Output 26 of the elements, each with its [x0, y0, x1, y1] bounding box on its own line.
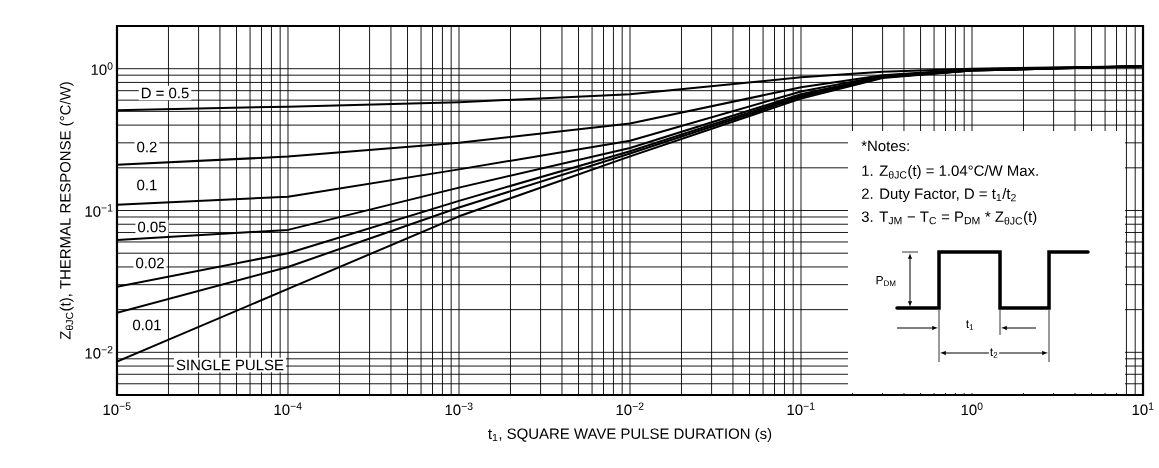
y-tick-label: 10$^{−1}$ [85, 204, 113, 217]
series-label: D = 0.5 [141, 87, 189, 99]
annotation: 2. Duty Factor, D = t$_{1}$/t$_{2}$ [861, 188, 1016, 202]
x-tick-label: 10$^{1}$ [1132, 402, 1154, 416]
series-label: 0.02 [136, 257, 164, 269]
annotation: P$_{DM}$ [876, 276, 896, 287]
x-tick-label: 10$^{−5}$ [103, 402, 131, 416]
annotation: *Notes: [861, 140, 909, 152]
series-label: 0.05 [138, 221, 166, 233]
series-label: 0.2 [137, 141, 157, 153]
annotation: 1. Z$_{θJC}$(t) = 1.04°C/W Max. [862, 165, 1038, 179]
x-tick-label: 10$^{−3}$ [445, 402, 473, 416]
y-tick-label: 10$^{−2}$ [85, 346, 113, 359]
series-label: 0.1 [137, 179, 157, 191]
x-tick-label: 10$^{0}$ [961, 402, 983, 416]
series-label: 0.01 [132, 319, 161, 331]
x-axis-title: t$_{1}$, SQUARE WAVE PULSE DURATION (s) [488, 428, 772, 442]
series-label: SINGLE PULSE [176, 359, 284, 371]
text: 3. T$_{JM}$ − T$_{C}$ = P$_{DM}$ * Z$_{θJC}$(t) [861, 211, 1037, 225]
annotation: t$_{1}$ [966, 320, 974, 330]
y-axis-title: Z$_{θJC}$(t), THERMAL RESPONSE (°C/W) [59, 82, 74, 340]
x-tick-label: 10$^{−4}$ [274, 402, 302, 416]
y-tick-label: 10$^{0}$ [91, 62, 113, 76]
annotation: t$_{2}$ [990, 348, 998, 358]
x-tick-label: 10$^{−1}$ [787, 402, 815, 416]
x-tick-label: 10$^{−2}$ [616, 402, 644, 416]
